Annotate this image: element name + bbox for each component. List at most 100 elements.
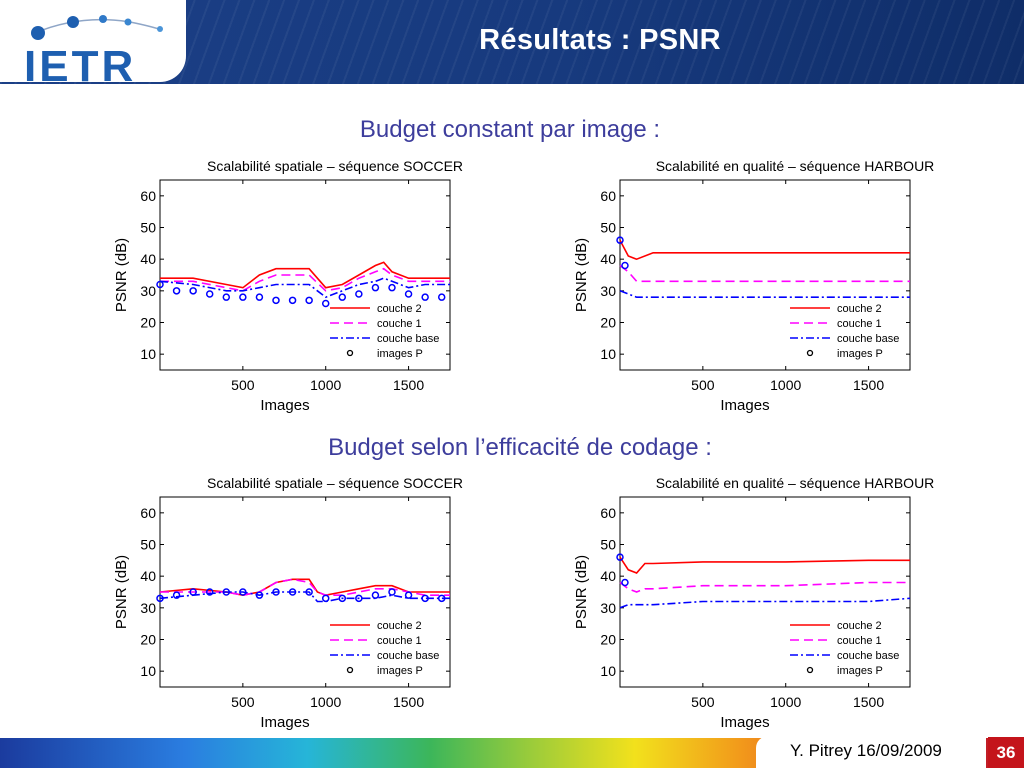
y-tick-label: 50	[140, 537, 156, 553]
legend-label: couche 1	[377, 635, 422, 647]
legend-swatch	[346, 666, 354, 674]
data-point-images-p	[272, 296, 280, 305]
slide-title: Résultats : PSNR	[479, 24, 721, 56]
y-tick-label: 40	[140, 568, 156, 584]
chart-panel-2: Scalabilité en qualité – séquence HARBOU…	[570, 158, 1024, 418]
logo-text: IETR	[24, 42, 136, 82]
series-line-couche-base	[619, 290, 910, 298]
series-line-couche-1	[619, 264, 910, 283]
x-axis-label: Images	[260, 714, 309, 731]
y-tick-label: 60	[140, 188, 156, 204]
y-tick-label: 20	[140, 315, 156, 331]
ietr-logo-graphic: IETR	[24, 15, 163, 82]
y-tick-label: 60	[600, 188, 616, 204]
y-tick-label: 50	[600, 220, 616, 236]
y-tick-label: 50	[600, 537, 616, 553]
data-point-images-p	[156, 280, 164, 289]
data-point-images-p	[239, 588, 247, 596]
legend-label: images P	[377, 665, 423, 677]
section-title-efficiency-budget: Budget selon l’efficacité de codage :	[328, 434, 712, 461]
series-line-couche-1	[160, 578, 450, 597]
legend-label: couche 2	[837, 620, 882, 632]
legend-label: couche base	[377, 650, 439, 662]
y-tick-label: 50	[140, 220, 156, 236]
header-bar: IETR Résultats : PSNR	[0, 0, 1024, 84]
data-point-images-p	[239, 293, 247, 301]
legend-swatch	[346, 349, 354, 357]
data-point-images-p	[305, 588, 313, 596]
data-point-images-p	[321, 299, 330, 308]
legend-label: couche 1	[837, 635, 882, 647]
y-tick-label: 40	[140, 251, 156, 267]
data-point-images-p	[616, 236, 624, 244]
x-tick-label: 1500	[393, 694, 424, 710]
legend-label: couche base	[377, 333, 439, 345]
ietr-logo: IETR	[0, 0, 186, 82]
data-point-images-p	[189, 588, 197, 596]
data-point-images-p	[621, 261, 629, 270]
legend-label: images P	[837, 348, 883, 360]
chart-panel-1: Scalabilité spatiale – séquence SOCCER 1…	[110, 158, 580, 418]
data-point-images-p	[421, 293, 429, 301]
legend-label: couche 1	[377, 318, 422, 330]
data-point-images-p	[272, 588, 280, 596]
legend-label: couche base	[837, 333, 899, 345]
data-point-images-p	[288, 588, 297, 596]
y-axis-label: PSNR (dB)	[573, 238, 590, 312]
x-tick-label: 1000	[310, 377, 341, 393]
data-point-images-p	[222, 293, 231, 301]
data-point-images-p	[338, 293, 347, 301]
y-tick-label: 20	[140, 632, 156, 648]
y-tick-label: 10	[600, 663, 616, 679]
data-point-images-p	[172, 591, 181, 599]
data-point-images-p	[172, 287, 181, 295]
data-point-images-p	[205, 588, 214, 596]
y-tick-label: 40	[600, 251, 616, 267]
footer-label-box	[756, 736, 986, 768]
legend-label: couche 1	[837, 318, 882, 330]
y-tick-label: 10	[600, 346, 616, 362]
x-axis-label: Images	[260, 397, 309, 414]
data-point-images-p	[621, 578, 629, 587]
series-line-couche-2	[619, 556, 910, 574]
x-tick-label: 500	[691, 694, 715, 710]
y-tick-label: 40	[600, 568, 616, 584]
data-point-images-p	[388, 588, 396, 596]
y-tick-label: 20	[600, 315, 616, 331]
x-tick-label: 500	[231, 377, 255, 393]
section-title-constant-budget: Budget constant par image :	[359, 116, 661, 143]
data-point-images-p	[288, 296, 297, 305]
y-tick-label: 30	[600, 600, 616, 616]
y-axis-label: PSNR (dB)	[113, 555, 130, 629]
chart-panel-4: Scalabilité en qualité – séquence HARBOU…	[570, 475, 1024, 735]
page-number: 36	[988, 737, 1024, 768]
x-tick-label: 1500	[393, 377, 424, 393]
legend-swatch	[806, 666, 814, 674]
x-tick-label: 500	[231, 694, 255, 710]
data-point-images-p	[404, 591, 413, 599]
legend-label: images P	[377, 348, 423, 360]
x-tick-label: 1000	[310, 694, 341, 710]
y-axis-label: PSNR (dB)	[113, 238, 130, 312]
y-tick-label: 30	[140, 283, 156, 299]
chart-title: Scalabilité spatiale – séquence SOCCER	[206, 158, 464, 174]
legend-label: couche 2	[837, 303, 882, 315]
data-point-images-p	[255, 293, 264, 301]
footer-author-date: Y. Pitrey 16/09/2009	[790, 741, 942, 760]
data-point-images-p	[421, 594, 429, 603]
data-point-images-p	[189, 287, 197, 295]
data-point-images-p	[355, 594, 363, 603]
chart-title: Scalabilité en qualité – séquence HARBOU…	[655, 158, 935, 174]
legend-label: couche 2	[377, 303, 422, 315]
y-tick-label: 30	[600, 283, 616, 299]
series-line-couche-2	[619, 239, 910, 261]
series-line-couche-1	[619, 581, 910, 593]
series-line-couche-2	[160, 261, 450, 289]
x-axis-label: Images	[720, 714, 769, 731]
y-tick-label: 30	[140, 600, 156, 616]
data-point-images-p	[156, 594, 164, 603]
legend-label: couche base	[837, 650, 899, 662]
x-tick-label: 1000	[770, 377, 801, 393]
legend-label: images P	[837, 665, 883, 677]
data-point-images-p	[305, 296, 313, 305]
